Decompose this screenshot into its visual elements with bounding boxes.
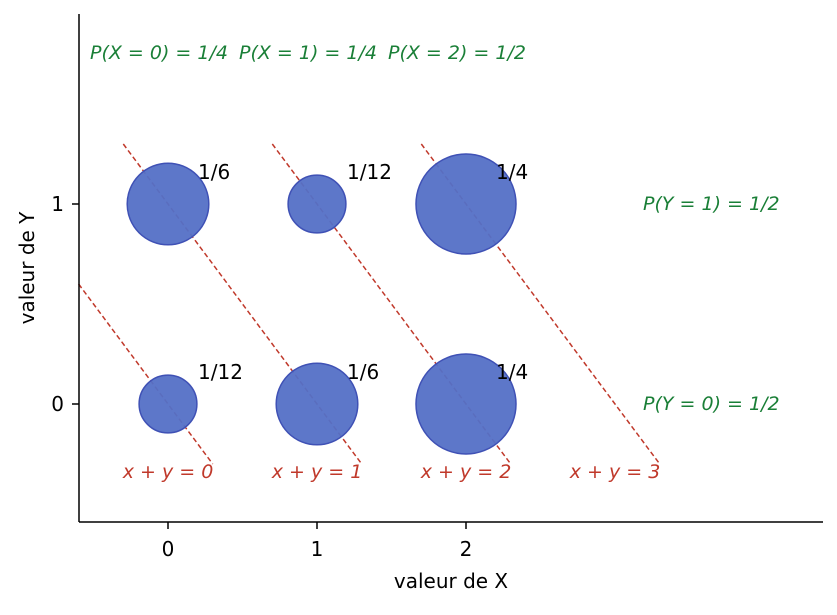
labels-layer: x + y = 0 x + y = 1 x + y = 2 x + y = 3 1/6 1…: [90, 42, 780, 483]
marginal-y-label-0: P(Y = 0) = 1/2: [643, 393, 780, 415]
point-x1-y0: [275, 362, 359, 446]
y-axis-title: valeur de Y: [15, 211, 39, 325]
probability-label-x2-y0: 1/4: [496, 360, 528, 384]
probability-label-x0-y0: 1/12: [198, 360, 243, 384]
y-tick-label-0: 0: [51, 392, 64, 416]
x-tick-label-0: 0: [162, 537, 175, 561]
point-x2-y1: [415, 153, 517, 255]
points-layer: [126, 153, 517, 455]
diagonal-label-2: x + y = 2: [420, 461, 512, 483]
diagonal-label-0: x + y = 0: [122, 461, 214, 483]
y-tick-label-1: 1: [51, 192, 64, 216]
probability-label-x1-y0: 1/6: [347, 360, 379, 384]
axes-layer: 0 1 2 0 1: [51, 14, 823, 561]
point-x0-y1: [126, 162, 210, 246]
probability-label-x2-y1: 1/4: [496, 160, 528, 184]
x-tick-label-2: 2: [460, 537, 473, 561]
point-x2-y0: [415, 353, 517, 455]
probability-label-x0-y1: 1/6: [198, 160, 230, 184]
x-tick-label-1: 1: [311, 537, 324, 561]
diagonal-line-0: [77, 283, 214, 465]
marginal-x-label-1: P(X = 1) = 1/4: [239, 42, 377, 64]
x-axis-title: valeur de X: [394, 569, 509, 593]
probability-label-x1-y1: 1/12: [347, 160, 392, 184]
point-x0-y0: [138, 374, 198, 434]
diagonal-label-1: x + y = 1: [271, 461, 363, 483]
marginal-y-label-1: P(Y = 1) = 1/2: [643, 193, 780, 215]
marginal-x-label-0: P(X = 0) = 1/4: [90, 42, 228, 64]
point-x1-y1: [287, 174, 347, 234]
marginal-x-label-2: P(X = 2) = 1/2: [388, 42, 526, 64]
diagonal-label-3: x + y = 3: [569, 461, 661, 483]
